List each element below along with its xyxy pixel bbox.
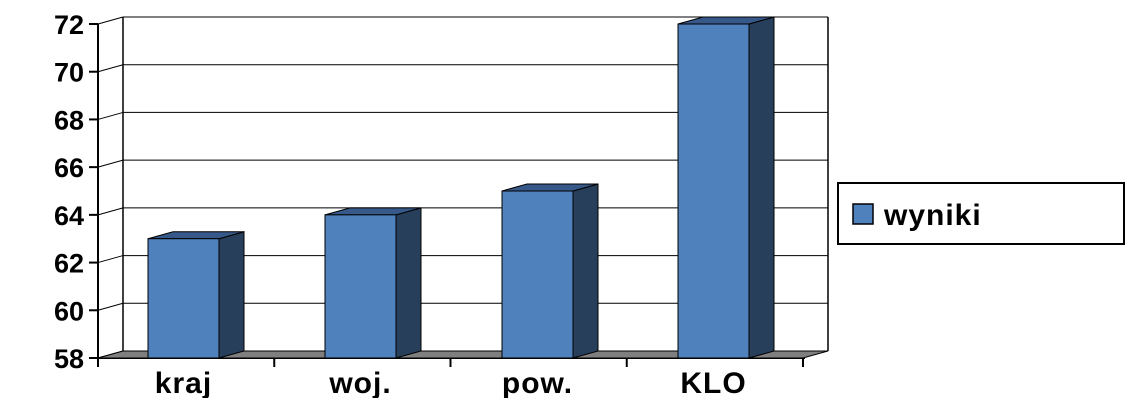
bar-pow. bbox=[501, 183, 599, 359]
bar-woj. bbox=[324, 207, 422, 359]
side-gridline-64 bbox=[97, 207, 124, 216]
bar-side-KLO bbox=[748, 16, 775, 359]
y-tick-label-66: 66 bbox=[54, 153, 84, 183]
y-tick-label-68: 68 bbox=[54, 105, 84, 135]
bars bbox=[147, 16, 775, 359]
bar-front-KLO bbox=[677, 23, 750, 359]
bar-side-pow. bbox=[572, 183, 599, 359]
x-category-labels: kraj woj. pow. KLO bbox=[155, 367, 746, 398]
x-category-label-pow.: pow. bbox=[502, 367, 573, 398]
bar-KLO bbox=[677, 16, 775, 359]
x-category-label-KLO: KLO bbox=[680, 367, 746, 398]
side-gridline-70 bbox=[97, 64, 124, 73]
side-gridline-66 bbox=[97, 159, 124, 168]
x-category-label-woj.: woj. bbox=[328, 367, 391, 398]
bar-front-woj. bbox=[324, 214, 397, 359]
bar-side-kraj bbox=[218, 231, 245, 359]
bar-front-pow. bbox=[501, 190, 574, 359]
x-category-label-kraj: kraj bbox=[155, 367, 212, 398]
y-tick-labels: 58 60 62 64 66 68 70 72 bbox=[54, 10, 84, 374]
side-gridline-62 bbox=[97, 255, 124, 264]
legend: wyniki bbox=[837, 182, 1125, 245]
bar-kraj bbox=[147, 231, 245, 359]
y-tick-label-60: 60 bbox=[54, 296, 84, 326]
y-tick-label-72: 72 bbox=[54, 10, 84, 40]
y-tick-label-58: 58 bbox=[54, 344, 84, 374]
legend-box bbox=[837, 182, 1125, 245]
y-tick-label-70: 70 bbox=[54, 58, 84, 88]
side-gridline-72 bbox=[97, 16, 124, 25]
side-gridline-60 bbox=[97, 302, 124, 311]
bar-side-woj. bbox=[395, 207, 422, 359]
y-tick-label-62: 62 bbox=[54, 249, 84, 279]
legend-label-wyniki: wyniki bbox=[883, 199, 982, 232]
y-tick-label-64: 64 bbox=[54, 201, 84, 231]
side-gridline-68 bbox=[97, 111, 124, 120]
legend-swatch-wyniki bbox=[852, 203, 874, 225]
bar-front-kraj bbox=[147, 238, 220, 359]
